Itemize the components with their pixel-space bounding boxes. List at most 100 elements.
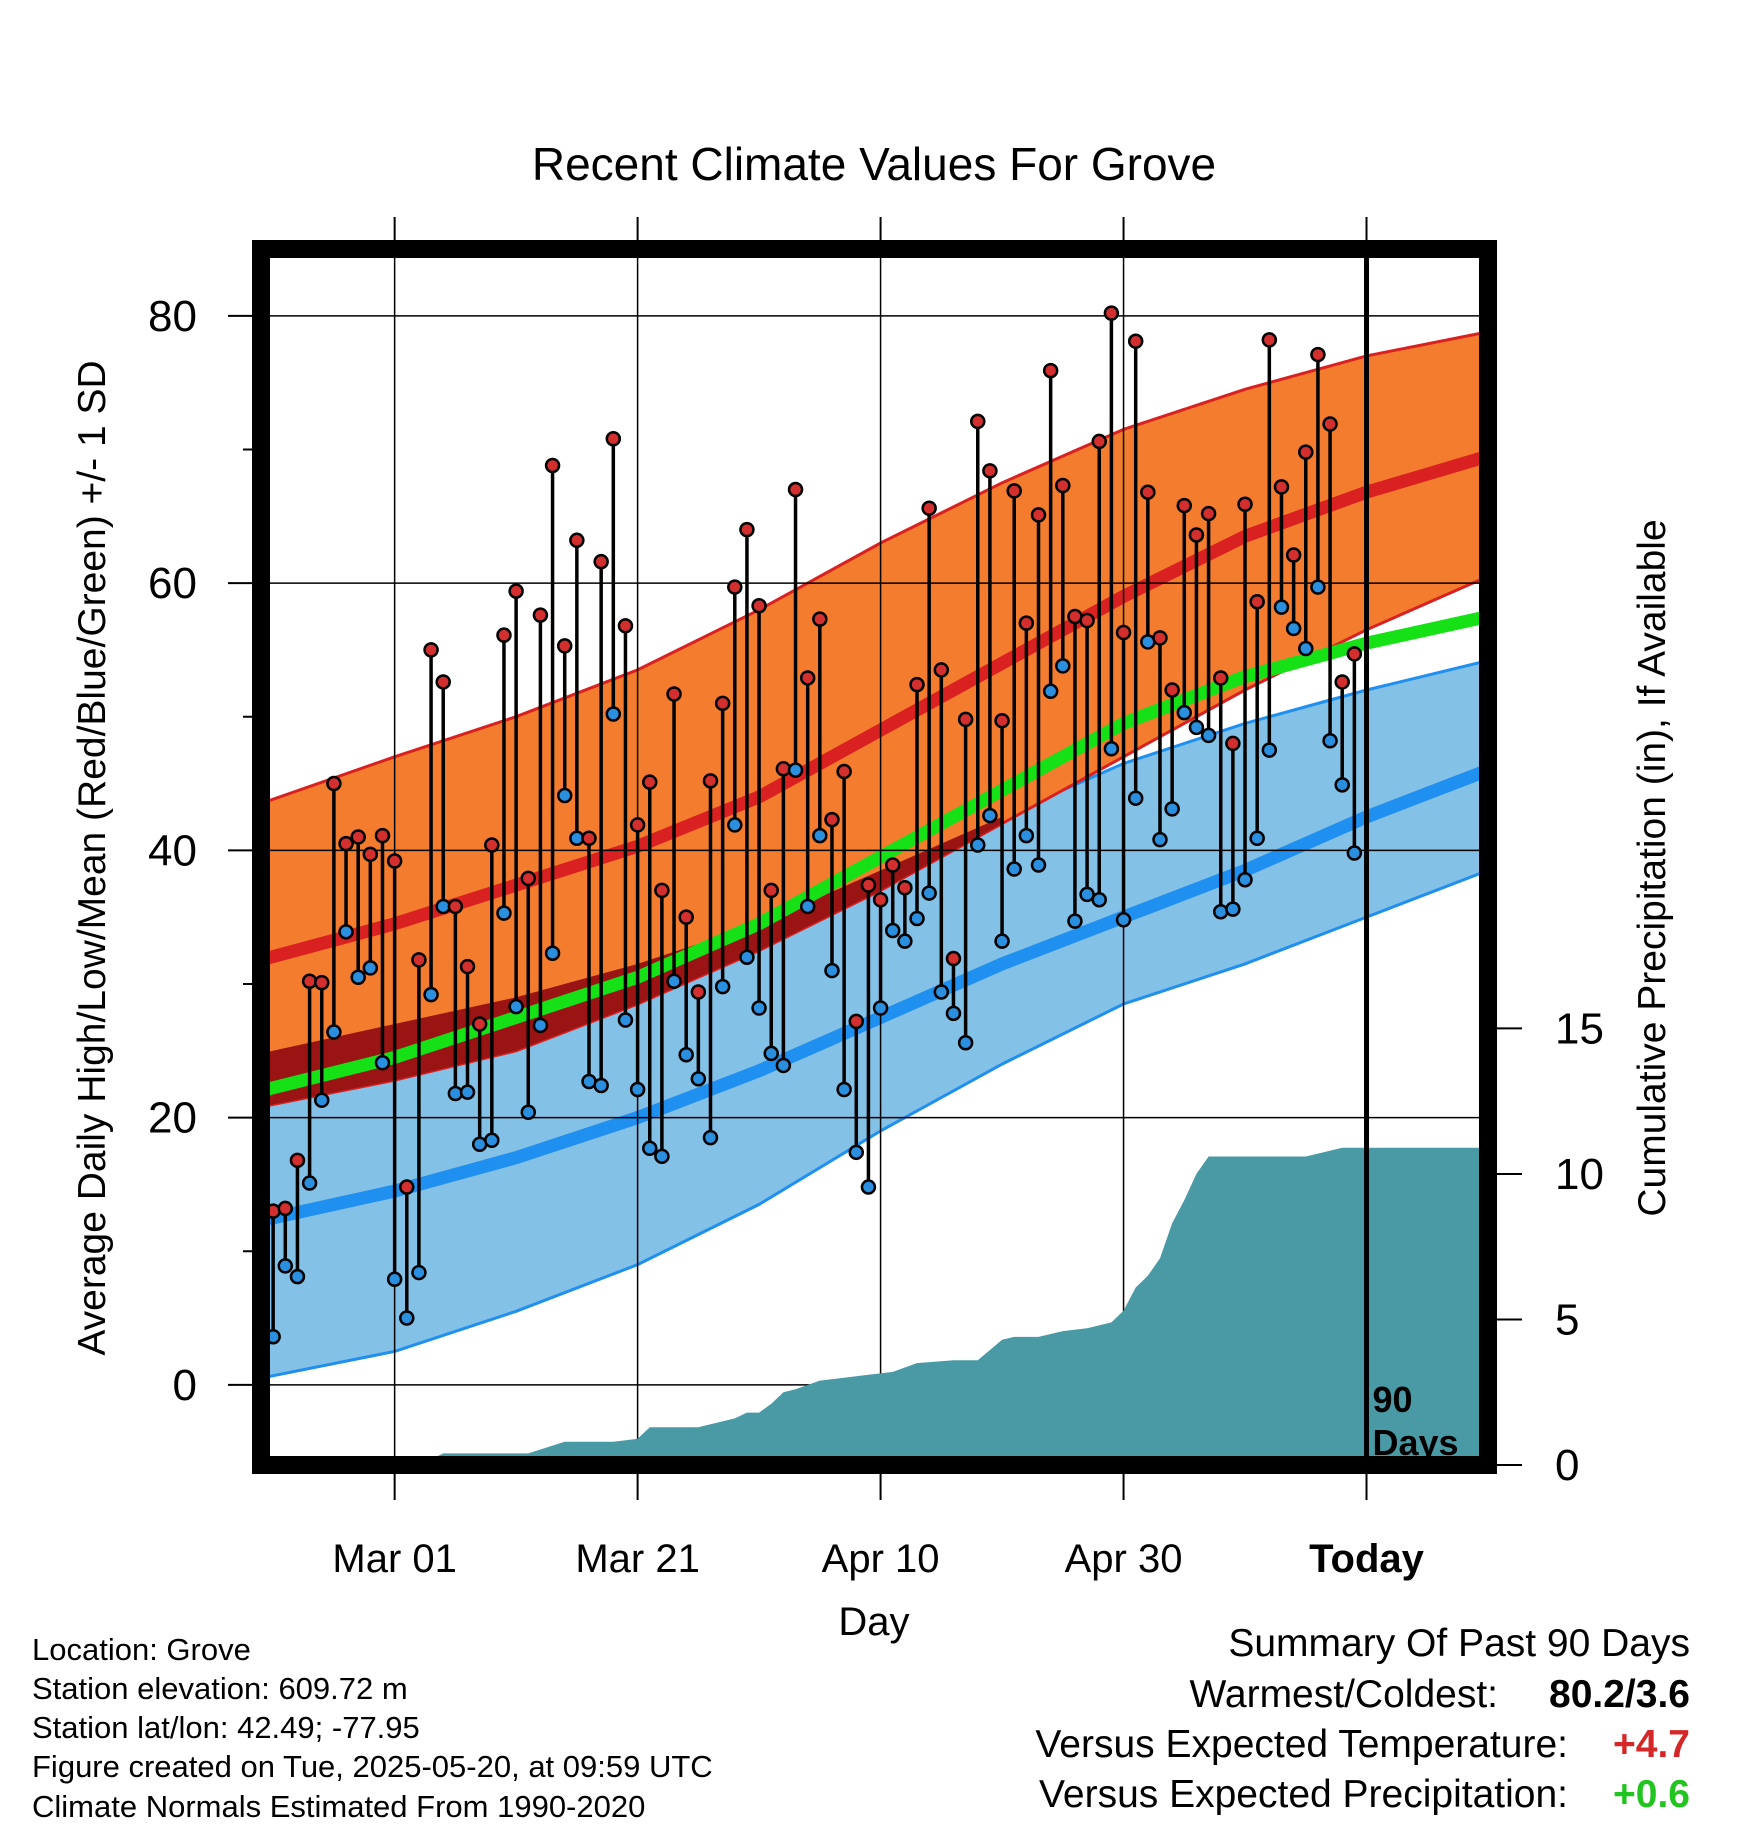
daily-high-point: [1176, 497, 1193, 514]
daily-low-point: [277, 1258, 294, 1274]
daily-low-point: [751, 1000, 767, 1016]
daily-high-point: [1030, 507, 1047, 523]
daily-low-point: [1115, 912, 1132, 928]
daily-high-point: [508, 583, 524, 599]
daily-low-point: [1018, 827, 1035, 844]
daily-low-point: [909, 910, 925, 927]
daily-low-point: [362, 960, 379, 976]
daily-low-point: [544, 945, 561, 961]
y2-tick-label: 0: [1555, 1441, 1579, 1490]
normals-text: Climate Normals Estimated From 1990-2020: [32, 1789, 646, 1824]
daily-high-point: [1237, 496, 1253, 512]
daily-high-point: [884, 857, 901, 873]
daily-high-point: [471, 1016, 488, 1032]
daily-low-point: [1322, 732, 1338, 749]
daily-high-point: [1055, 477, 1071, 494]
daily-low-point: [799, 898, 816, 915]
daily-low-point: [1152, 831, 1168, 848]
daily-low-point: [933, 984, 950, 1000]
plot-frame: [252, 240, 1497, 1474]
daily-high-point: [836, 763, 852, 780]
daily-high-point: [1334, 674, 1350, 690]
daily-low-point: [884, 922, 901, 939]
daily-high-point: [824, 811, 840, 828]
y2-tick-label: 15: [1555, 1004, 1604, 1053]
daily-high-point: [957, 711, 974, 728]
daily-high-point: [933, 662, 950, 678]
daily-high-point: [484, 837, 500, 853]
daily-high-point: [326, 775, 342, 792]
daily-high-point: [532, 607, 549, 623]
daily-high-point: [447, 898, 464, 915]
daily-high-point: [1115, 624, 1132, 641]
daily-low-point: [654, 1148, 670, 1165]
daily-low-point: [1298, 640, 1314, 657]
location-text: Location: Grove: [32, 1632, 251, 1667]
daily-high-point: [338, 835, 354, 852]
daily-low-point: [666, 973, 682, 990]
daily-low-point: [629, 1081, 646, 1098]
daily-low-point: [1176, 704, 1193, 721]
daily-low-point: [374, 1055, 391, 1071]
summary-warm-cold-label: Warmest/Coldest:: [1189, 1673, 1498, 1716]
created-text: Figure created on Tue, 2025-05-20, at 09…: [32, 1749, 713, 1784]
daily-low-point: [945, 1005, 962, 1022]
daily-high-point: [629, 817, 646, 833]
daily-high-point: [1322, 416, 1338, 432]
daily-high-point: [569, 532, 585, 549]
daily-high-point: [435, 674, 451, 690]
daily-low-point: [1346, 845, 1363, 861]
daily-low-point: [714, 978, 731, 995]
daily-low-point: [678, 1047, 694, 1063]
daily-high-point: [1310, 346, 1326, 363]
daily-high-point: [787, 481, 804, 498]
daily-high-point: [702, 773, 719, 789]
daily-low-point: [970, 837, 986, 853]
daily-low-point: [1006, 861, 1022, 877]
daily-low-point: [982, 807, 998, 824]
daily-high-point: [1091, 433, 1107, 450]
daily-low-point: [921, 885, 937, 901]
latlon-text: Station lat/lon: 42.49; -77.95: [32, 1710, 420, 1745]
daily-low-point: [350, 969, 366, 986]
daily-low-point: [957, 1034, 974, 1051]
daily-high-point: [994, 712, 1010, 729]
x-tick-label: Apr 10: [822, 1537, 940, 1581]
daily-low-point: [824, 962, 840, 979]
daily-high-point: [848, 1013, 865, 1030]
today-days-number: 90: [1373, 1379, 1413, 1420]
daily-low-point: [1091, 892, 1107, 908]
daily-low-point: [1030, 857, 1047, 873]
daily-low-point: [812, 827, 828, 844]
daily-low-point: [1127, 790, 1144, 806]
daily-low-point: [459, 1084, 476, 1100]
daily-low-point: [1285, 620, 1302, 637]
daily-low-point: [326, 1024, 342, 1040]
daily-high-point: [1103, 305, 1120, 321]
daily-low-point: [739, 949, 755, 965]
daily-high-point: [593, 553, 609, 570]
daily-high-point: [970, 413, 986, 430]
daily-high-point: [1006, 483, 1022, 499]
daily-high-point: [374, 827, 391, 844]
y-axis-label: Average Daily High/Low/Mean (Red/Blue/Gr…: [71, 360, 114, 1355]
daily-high-point: [1200, 505, 1217, 522]
daily-high-point: [1140, 484, 1156, 500]
daily-low-point: [1200, 727, 1217, 744]
daily-low-point: [1079, 886, 1095, 903]
daily-high-point: [1346, 646, 1363, 662]
daily-high-point: [399, 1179, 415, 1195]
x-tick-label: Mar 01: [332, 1537, 457, 1581]
daily-high-point: [1273, 479, 1290, 495]
daily-low-point: [605, 706, 622, 722]
daily-high-point: [714, 695, 731, 712]
daily-low-point: [1273, 599, 1290, 615]
y2-tick-label: 10: [1555, 1150, 1604, 1199]
daily-low-point: [690, 1071, 707, 1087]
daily-low-point: [593, 1077, 609, 1094]
daily-high-point: [678, 909, 694, 925]
daily-high-point: [617, 618, 634, 634]
daily-low-point: [848, 1144, 865, 1161]
daily-high-point: [666, 686, 682, 702]
